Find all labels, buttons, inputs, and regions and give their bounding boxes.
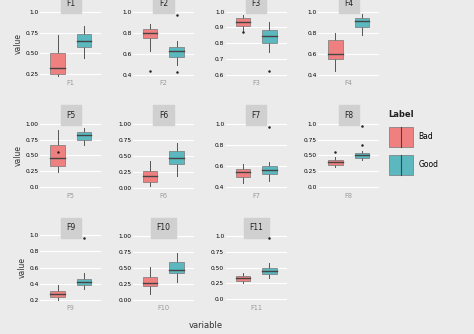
- Bar: [143, 29, 157, 38]
- Title: F6: F6: [159, 111, 168, 120]
- Bar: [169, 263, 184, 274]
- X-axis label: F2: F2: [159, 80, 167, 87]
- Bar: [262, 166, 277, 174]
- Bar: [355, 153, 369, 158]
- Bar: [389, 127, 413, 147]
- Title: F7: F7: [251, 111, 261, 120]
- Bar: [236, 276, 250, 281]
- Bar: [262, 268, 277, 274]
- X-axis label: F6: F6: [159, 193, 167, 199]
- Bar: [77, 132, 91, 140]
- Title: F4: F4: [344, 0, 353, 8]
- X-axis label: F8: F8: [345, 193, 353, 199]
- Title: F5: F5: [66, 111, 75, 120]
- Title: F1: F1: [66, 0, 75, 8]
- Y-axis label: value: value: [14, 32, 23, 53]
- Y-axis label: value: value: [14, 145, 23, 166]
- Bar: [169, 47, 184, 57]
- Bar: [77, 279, 91, 285]
- Bar: [143, 171, 157, 182]
- Title: F2: F2: [159, 0, 168, 8]
- X-axis label: F3: F3: [252, 80, 260, 87]
- Bar: [77, 34, 91, 47]
- Bar: [355, 18, 369, 27]
- Bar: [262, 30, 277, 43]
- X-axis label: F11: F11: [250, 305, 262, 311]
- Title: F3: F3: [251, 0, 261, 8]
- X-axis label: F1: F1: [67, 80, 75, 87]
- Bar: [50, 291, 65, 298]
- Bar: [50, 145, 65, 166]
- Text: Good: Good: [419, 161, 438, 169]
- Y-axis label: value: value: [18, 257, 27, 278]
- Title: F10: F10: [156, 223, 171, 232]
- Bar: [169, 151, 184, 164]
- X-axis label: F7: F7: [252, 193, 260, 199]
- X-axis label: F10: F10: [157, 305, 170, 311]
- Text: Label: Label: [389, 110, 414, 119]
- Title: F8: F8: [344, 111, 353, 120]
- Bar: [143, 277, 157, 286]
- X-axis label: F5: F5: [67, 193, 75, 199]
- Bar: [328, 40, 343, 59]
- Bar: [50, 53, 65, 73]
- Bar: [236, 169, 250, 177]
- Text: Bad: Bad: [419, 133, 433, 141]
- Title: F9: F9: [66, 223, 75, 232]
- X-axis label: F4: F4: [345, 80, 353, 87]
- Bar: [389, 155, 413, 175]
- Title: F11: F11: [249, 223, 263, 232]
- Text: variable: variable: [189, 321, 223, 330]
- X-axis label: F9: F9: [67, 305, 75, 311]
- Bar: [328, 160, 343, 165]
- Bar: [236, 18, 250, 26]
